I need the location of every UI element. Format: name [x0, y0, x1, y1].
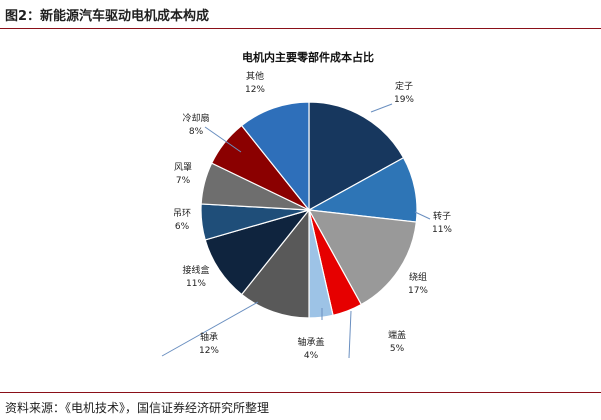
chart-title: 电机内主要零部件成本占比: [242, 50, 374, 64]
slice-percent-label: 12%: [199, 346, 219, 356]
slice-category-label: 端盖: [388, 329, 406, 341]
slice-percent-label: 5%: [390, 344, 405, 354]
slice-percent-label: 17%: [408, 286, 428, 296]
slice-category-label: 冷却扇: [182, 112, 209, 124]
header-title: 图2：新能源汽车驱动电机成本构成: [5, 9, 210, 24]
pie-slice: [240, 208, 310, 319]
leader-line: [204, 126, 242, 153]
slice-percent-label: 11%: [186, 279, 206, 289]
slice-category-label: 接线盒: [182, 264, 209, 276]
slice-category-label: 定子: [395, 80, 413, 92]
pie-slice: [240, 101, 310, 212]
slice-category-label: 绕组: [409, 271, 427, 283]
footer-rule: [0, 392, 601, 393]
slice-category-label: 风罩: [174, 162, 192, 173]
slice-category-label: 轴承盖: [297, 336, 324, 348]
header-rule: [0, 28, 601, 29]
slice-category-label: 吊环: [173, 208, 191, 219]
slice-category-label: 其他: [246, 70, 264, 82]
slice-category-label: 转子: [433, 210, 451, 222]
pie-slices: [200, 101, 418, 319]
leader-line: [370, 103, 393, 113]
slice-percent-label: 7%: [176, 176, 191, 186]
leader-line: [161, 301, 259, 357]
slice-percent-label: 11%: [432, 225, 452, 235]
slice-labels: 定子 19% 转子 11% 绕组 17% 端盖 5% 轴承盖 4% 轴承 12% 接线盒 11% 吊环 6% 风…: [173, 70, 452, 361]
pie-chart: 电机内主要零部件成本占比 定子 19% 转子 11% 绕组 17% 端盖 5% 轴承盖 4% 轴承 1…: [161, 50, 452, 361]
slice-percent-label: 6%: [175, 222, 190, 232]
source-note: 资料来源：《电机技术》，国信证券经济研究所整理: [5, 401, 270, 415]
pie-slice: [308, 101, 405, 212]
slice-percent-label: 19%: [394, 95, 414, 105]
pie-slice: [307, 209, 417, 306]
leader-lines: [161, 103, 431, 359]
slice-percent-label: 12%: [245, 85, 265, 95]
slice-percent-label: 8%: [189, 127, 204, 137]
slice-percent-label: 4%: [304, 351, 319, 361]
slice-category-label: 轴承: [200, 331, 218, 343]
leader-line: [348, 310, 352, 359]
leader-line: [414, 211, 431, 220]
